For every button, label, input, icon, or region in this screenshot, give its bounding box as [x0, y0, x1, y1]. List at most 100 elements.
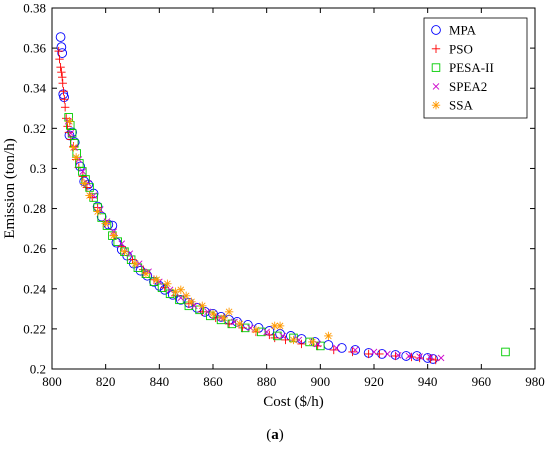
y-tick-label: 0.36 — [23, 41, 46, 56]
point-mpa — [350, 345, 361, 355]
x-tick-label: 840 — [150, 374, 170, 389]
point-ssa — [109, 231, 118, 240]
point-mpa — [57, 48, 68, 58]
y-tick-label: 0.32 — [23, 121, 46, 136]
point-pso — [58, 79, 67, 88]
point-pso — [426, 354, 435, 364]
point-pso — [270, 333, 279, 343]
point-pesa-ii — [206, 311, 215, 321]
y-tick-label: 0.38 — [23, 1, 46, 16]
point-ssa — [324, 331, 333, 341]
point-ssa — [85, 191, 94, 200]
point-spea2 — [394, 352, 402, 359]
point-mpa — [175, 294, 186, 305]
point-ssa — [308, 337, 317, 347]
point-pesa-ii — [240, 323, 250, 333]
legend-label-spea2: SPEA2 — [449, 79, 487, 94]
caption-close: ) — [278, 427, 284, 443]
point-mpa — [243, 320, 253, 330]
point-mpa — [323, 340, 334, 350]
point-pesa-ii — [72, 149, 81, 158]
point-spea2 — [437, 354, 445, 362]
point-mpa — [336, 343, 347, 353]
point-spea2 — [384, 350, 391, 358]
point-pso — [313, 341, 322, 351]
x-tick-label: 880 — [257, 374, 277, 389]
legend-label-mpa: MPA — [449, 23, 477, 38]
point-pso — [60, 103, 70, 112]
figure-caption: (a) — [0, 427, 550, 444]
point-ssa — [93, 207, 102, 216]
point-pso — [55, 54, 64, 64]
point-ssa — [80, 179, 89, 188]
x-tick-label: 820 — [96, 374, 116, 389]
data-marks — [54, 32, 510, 365]
legend-box — [423, 17, 528, 119]
y-tick-label: 0.28 — [23, 201, 46, 216]
point-pso — [297, 339, 306, 349]
point-pso — [60, 95, 69, 104]
scatter-chart: 800 820 840 860 880 900 920 940 960 980 0.2 0.22 0.2… — [2, 1, 545, 411]
y-tick-label: 0.3 — [30, 161, 46, 176]
point-spea2 — [427, 354, 434, 361]
caption-letter: a — [271, 427, 279, 443]
x-tick-label: 940 — [418, 374, 438, 389]
point-ssa — [289, 335, 298, 345]
y-tick-label: 0.26 — [23, 241, 46, 256]
legend-label-pesa-ii: PESA-II — [449, 60, 494, 75]
point-mpa — [412, 351, 422, 361]
legend-marker-mpa — [431, 25, 441, 35]
point-pso — [57, 67, 66, 77]
point-pso — [56, 62, 65, 72]
point-pso — [78, 172, 88, 181]
point-pesa-ii — [216, 315, 226, 325]
point-ssa — [120, 247, 129, 256]
point-pesa-ii — [97, 213, 106, 222]
plot-frame — [51, 7, 536, 370]
point-ssa — [130, 259, 140, 268]
point-spea2 — [190, 302, 198, 310]
point-ssa — [71, 153, 81, 162]
point-spea2 — [295, 336, 303, 344]
point-ssa — [163, 279, 172, 288]
point-ssa — [198, 301, 207, 311]
legend-marker-spea2 — [432, 83, 440, 90]
point-ssa — [101, 219, 110, 228]
point-ssa — [224, 307, 234, 317]
point-mpa — [401, 351, 412, 361]
point-mpa — [135, 265, 146, 276]
x-tick-label: 980 — [525, 374, 545, 389]
point-ssa — [176, 285, 185, 294]
point-pesa-ii — [227, 319, 237, 329]
legend-label-ssa: SSA — [449, 98, 473, 113]
point-mpa — [275, 329, 285, 339]
legend-label-pso: PSO — [449, 41, 473, 56]
axis-ticks: 800 820 840 860 880 900 920 940 960 980 0.2 0.22 0.2… — [23, 1, 545, 390]
x-tick-label: 900 — [311, 374, 331, 389]
y-tick-label: 0.2 — [30, 362, 46, 377]
point-spea2 — [351, 346, 359, 354]
point-pso — [59, 87, 68, 96]
point-spea2 — [279, 332, 287, 340]
x-tick-label: 960 — [472, 374, 492, 389]
point-pso — [281, 335, 290, 345]
legend-marker-pesa-ii — [431, 63, 441, 72]
x-tick-label: 920 — [364, 374, 384, 389]
point-spea2 — [67, 130, 75, 137]
point-pesa-ii — [85, 183, 94, 192]
y-tick-label: 0.24 — [23, 281, 46, 296]
point-ssa — [208, 309, 218, 319]
point-ssa — [141, 269, 151, 278]
y-axis-label: Emission (ton/h) — [2, 138, 18, 238]
point-spea2 — [333, 344, 340, 352]
point-pesa-ii — [501, 347, 510, 357]
x-tick-label: 800 — [42, 374, 62, 389]
point-ssa — [181, 291, 191, 300]
point-pesa-ii — [67, 129, 77, 138]
point-pso — [348, 347, 357, 357]
point-pso — [54, 46, 63, 56]
point-ssa — [69, 143, 78, 152]
point-spea2 — [370, 348, 378, 356]
point-ssa — [275, 321, 285, 331]
